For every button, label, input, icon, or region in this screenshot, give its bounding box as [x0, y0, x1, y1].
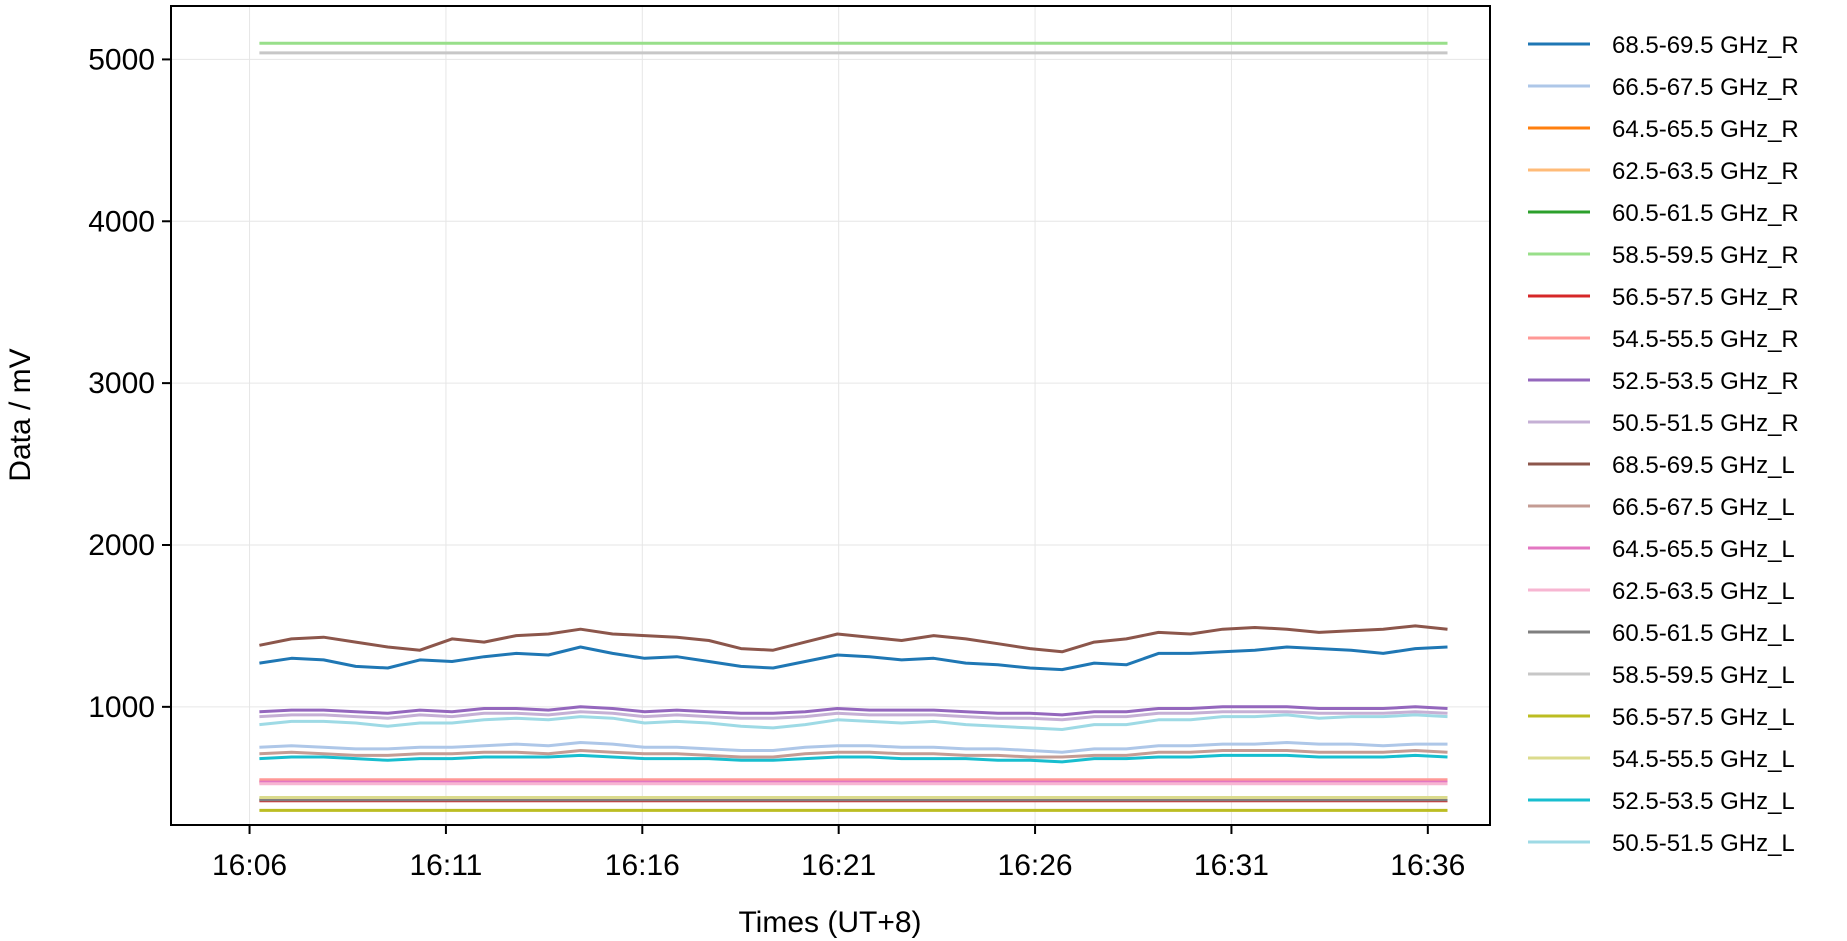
legend-label: 66.5-67.5 GHz_R	[1612, 74, 1799, 101]
x-tick-label: 16:36	[1390, 849, 1465, 882]
x-tick-label: 16:11	[409, 849, 482, 882]
legend-label: 58.5-59.5 GHz_R	[1612, 242, 1799, 269]
legend-label: 54.5-55.5 GHz_R	[1612, 326, 1799, 353]
series-lines	[259, 41, 1448, 812]
y-tick-label: 4000	[88, 205, 155, 238]
legend-label: 64.5-65.5 GHz_L	[1612, 536, 1795, 563]
legend-label: 68.5-69.5 GHz_L	[1612, 452, 1795, 479]
legend-label: 68.5-69.5 GHz_R	[1612, 32, 1799, 59]
x-tick-label: 16:21	[801, 849, 876, 882]
legend-label: 60.5-61.5 GHz_L	[1612, 620, 1795, 647]
legend-label: 56.5-57.5 GHz_R	[1612, 284, 1799, 311]
legend-label: 60.5-61.5 GHz_R	[1612, 200, 1799, 227]
y-tick-label: 5000	[88, 43, 155, 76]
legend-label: 52.5-53.5 GHz_R	[1612, 368, 1799, 395]
legend-label: 58.5-59.5 GHz_L	[1612, 662, 1795, 689]
legend-label: 62.5-63.5 GHz_L	[1612, 578, 1795, 605]
series-line-0	[259, 645, 1448, 672]
y-tick-label: 3000	[88, 367, 155, 400]
gridlines	[171, 6, 1490, 825]
series-line-18	[259, 753, 1448, 764]
series-line-10	[259, 624, 1448, 654]
legend-label: 56.5-57.5 GHz_L	[1612, 704, 1795, 731]
y-axis-title: Data / mV	[4, 348, 37, 481]
x-axis-title: Times (UT+8)	[738, 906, 921, 939]
y-tick-label: 2000	[88, 529, 155, 562]
legend-label: 50.5-51.5 GHz_L	[1612, 830, 1795, 857]
legend-label: 52.5-53.5 GHz_L	[1612, 788, 1795, 815]
x-tick-label: 16:16	[605, 849, 680, 882]
axis-ticks: 16:06 16:11 16:16 16:21 16:26 16:31 16:36 1000 2…	[88, 43, 1465, 882]
y-tick-label: 1000	[88, 691, 155, 724]
legend-label: 62.5-63.5 GHz_R	[1612, 158, 1799, 185]
series-line-19	[259, 713, 1448, 731]
series-line-8	[259, 705, 1448, 717]
x-tick-label: 16:31	[1194, 849, 1269, 882]
series-line-9	[259, 710, 1448, 722]
legend-label: 64.5-65.5 GHz_R	[1612, 116, 1799, 143]
x-tick-label: 16:06	[212, 849, 287, 882]
series-line-1	[259, 741, 1448, 754]
legend-label: 54.5-55.5 GHz_L	[1612, 746, 1795, 773]
legend-label: 66.5-67.5 GHz_L	[1612, 494, 1795, 521]
plot-frame	[170, 5, 1491, 826]
series-line-11	[259, 749, 1448, 759]
legend-label: 50.5-51.5 GHz_R	[1612, 410, 1799, 437]
legend: 68.5-69.5 GHz_R 66.5-67.5 GHz_R 64.5-65.5 …	[1528, 32, 1799, 857]
x-tick-label: 16:26	[998, 849, 1073, 882]
